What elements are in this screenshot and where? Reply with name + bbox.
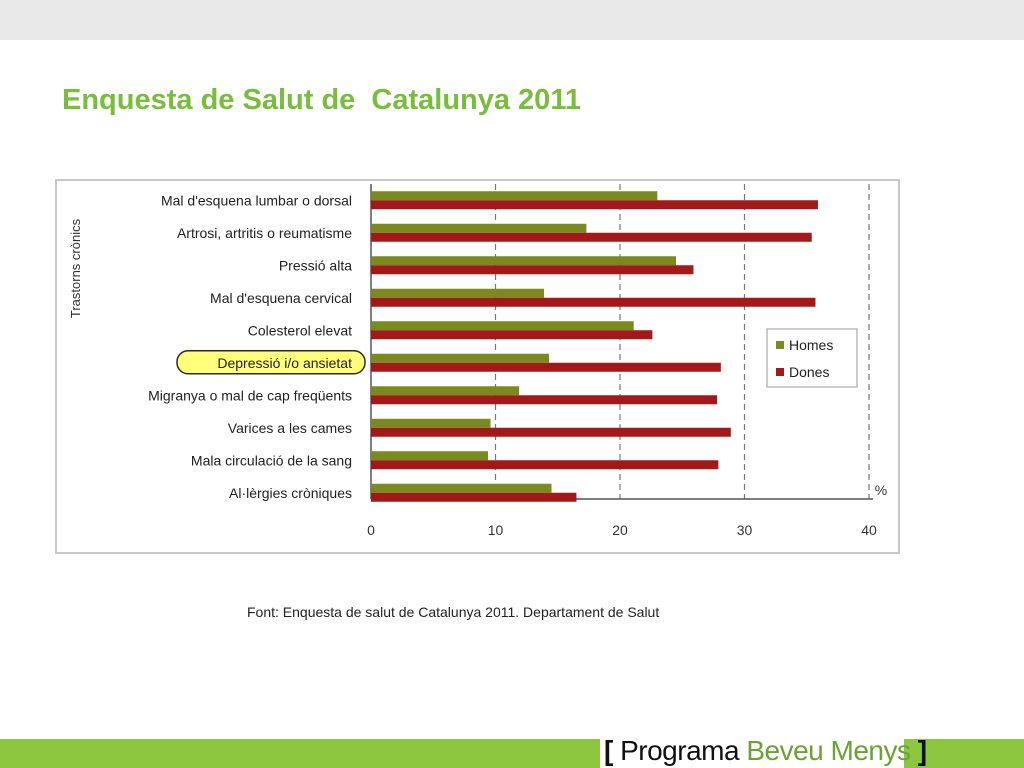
bar-dones — [371, 265, 694, 275]
slide-title: Enquesta de Salut de Catalunya 2011 — [62, 84, 581, 116]
category-label: Mala circulació de la sang — [191, 452, 352, 468]
bar-homes — [371, 256, 677, 266]
category-label: Colesterol elevat — [248, 322, 352, 338]
bar-homes — [371, 321, 634, 331]
bar-homes — [371, 353, 550, 363]
program-logo: [ Programa Beveu Menys ] — [604, 734, 927, 768]
brand-word-programa: Programa — [620, 735, 740, 766]
bar-dones — [371, 492, 577, 502]
x-tick-label: 10 — [488, 522, 504, 538]
x-tick-label: 0 — [367, 522, 375, 538]
bar-homes — [371, 223, 587, 233]
brand-close-bracket: ] — [917, 735, 927, 766]
x-tick-label: 20 — [612, 522, 628, 538]
bar-dones — [371, 232, 812, 242]
bar-dones — [371, 362, 721, 372]
brand-open-bracket: [ — [604, 735, 613, 766]
category-label: Al·lèrgies cròniques — [229, 485, 352, 501]
x-unit-label: % — [875, 482, 887, 498]
bar-dones — [371, 460, 719, 470]
highlight-pill — [176, 350, 366, 375]
bar-dones — [371, 395, 718, 405]
bar-homes — [371, 386, 520, 396]
bar-homes — [371, 483, 552, 493]
bar-homes — [371, 288, 545, 298]
bar-dones — [371, 297, 816, 307]
bar-homes — [371, 418, 491, 428]
category-label: Depressió i/o ansietat — [217, 355, 352, 371]
category-label: Mal d'esquena lumbar o dorsal — [161, 192, 352, 208]
bar-homes — [371, 451, 489, 461]
category-label: Mal d'esquena cervical — [210, 290, 352, 306]
legend-label-homes: Homes — [789, 337, 833, 353]
legend-swatch-dones — [776, 368, 784, 376]
bar-homes — [371, 191, 658, 201]
bar-dones — [371, 330, 653, 340]
y-axis-title: Trastorns crònics — [68, 218, 83, 318]
legend-box — [766, 328, 858, 388]
brand-word-beveu-menys: Beveu Menys — [746, 735, 911, 766]
bar-dones — [371, 200, 818, 210]
legend-swatch-homes — [776, 341, 784, 349]
bar-dones — [371, 427, 731, 437]
category-label: Migranya o mal de cap freqüents — [148, 387, 352, 403]
bar-chart: 0 10 20 30 40% Trastorns crònics Mal d'esquena… — [68, 184, 887, 538]
category-label: Varices a les cames — [228, 420, 352, 436]
x-tick-label: 40 — [861, 522, 877, 538]
source-note: Font: Enquesta de salut de Catalunya 201… — [247, 604, 660, 620]
category-label: Artrosi, artritis o reumatisme — [177, 225, 352, 241]
brand-box — [600, 736, 904, 768]
category-label: Pressió alta — [279, 257, 352, 273]
legend-label-dones: Dones — [789, 364, 829, 380]
x-tick-label: 30 — [737, 522, 753, 538]
top-band — [0, 0, 1024, 40]
